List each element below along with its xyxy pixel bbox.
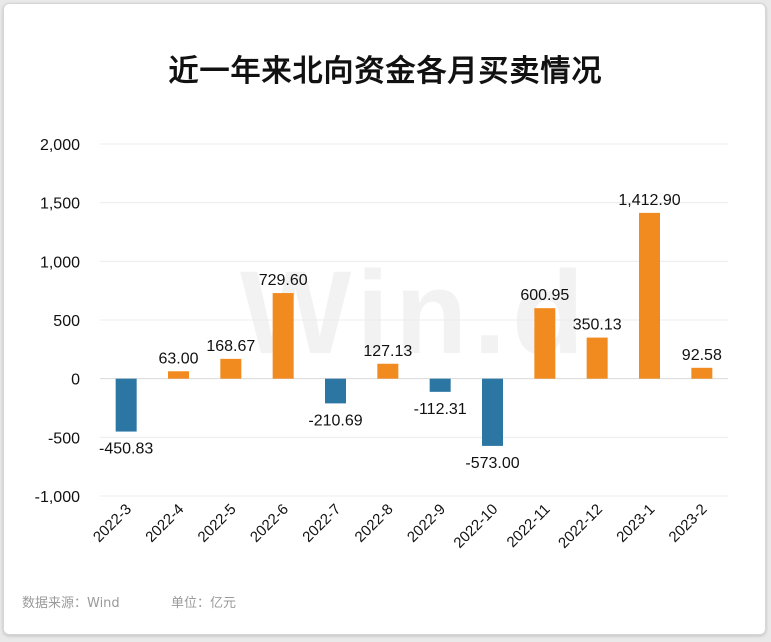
y-tick-label: -1,000 bbox=[35, 489, 80, 506]
x-tick-label: 2022-7 bbox=[299, 501, 344, 546]
y-tick-label: 2,000 bbox=[40, 137, 80, 154]
bar bbox=[639, 212, 660, 379]
x-tick-label: 2022-4 bbox=[142, 501, 187, 546]
bar bbox=[691, 367, 713, 379]
x-tick-label: 2022-5 bbox=[195, 501, 240, 546]
bar bbox=[586, 337, 608, 379]
bar bbox=[220, 358, 242, 379]
x-tick-label: 2022-12 bbox=[555, 501, 606, 552]
x-tick-label: 2022-10 bbox=[450, 501, 501, 552]
bar bbox=[168, 371, 189, 379]
value-labels: -450.83 63.00 168.67 729.60 -210.69 127.13 -11… bbox=[99, 192, 722, 472]
chart-card bbox=[3, 3, 766, 635]
bars bbox=[115, 212, 713, 446]
y-tick-label: 500 bbox=[53, 313, 80, 330]
value-label: 127.13 bbox=[363, 343, 412, 360]
bar bbox=[482, 378, 503, 446]
value-label: 729.60 bbox=[259, 272, 308, 289]
y-tick-label: 1,000 bbox=[40, 254, 80, 271]
chart-title: 近一年来北向资金各月买卖情况 bbox=[168, 54, 603, 89]
y-tick-label: -500 bbox=[48, 430, 80, 447]
value-label: -450.83 bbox=[99, 441, 153, 458]
value-label: -210.69 bbox=[308, 412, 362, 429]
value-label: 1,412.90 bbox=[618, 192, 680, 209]
unit-note: 单位：亿元 bbox=[171, 596, 237, 611]
bar bbox=[429, 378, 451, 392]
x-tick-label: 2022-3 bbox=[90, 501, 135, 546]
x-tick-label: 2022-6 bbox=[247, 501, 292, 546]
y-axis-ticks: 2,000 1,500 1,000 500 0 -500 -1,000 bbox=[35, 137, 80, 506]
bar bbox=[534, 308, 556, 379]
y-tick-label: 1,500 bbox=[40, 196, 80, 213]
value-label: 350.13 bbox=[573, 317, 622, 334]
source-note: 数据来源：Wind bbox=[22, 596, 120, 611]
x-tick-label: 2022-8 bbox=[352, 501, 397, 546]
value-label: 92.58 bbox=[682, 347, 722, 364]
x-tick-label: 2023-2 bbox=[666, 501, 711, 546]
y-tick-label: 0 bbox=[71, 372, 80, 389]
x-tick-label: 2022-11 bbox=[504, 501, 554, 551]
bar bbox=[272, 293, 294, 379]
x-tick-label: 2023-1 bbox=[613, 501, 658, 546]
bar bbox=[325, 378, 346, 404]
x-tick-label: 2022-9 bbox=[404, 501, 449, 546]
value-label: 63.00 bbox=[158, 350, 198, 367]
bar bbox=[115, 378, 137, 432]
bar bbox=[377, 363, 399, 379]
gridlines bbox=[100, 143, 728, 497]
value-label: 600.95 bbox=[520, 287, 569, 304]
value-label: -573.00 bbox=[465, 455, 519, 472]
value-label: -112.31 bbox=[414, 401, 467, 418]
x-axis-ticks: 2022-3 2022-4 2022-5 2022-6 2022-7 2022-8 2022… bbox=[90, 501, 711, 552]
value-label: 168.67 bbox=[206, 338, 255, 355]
